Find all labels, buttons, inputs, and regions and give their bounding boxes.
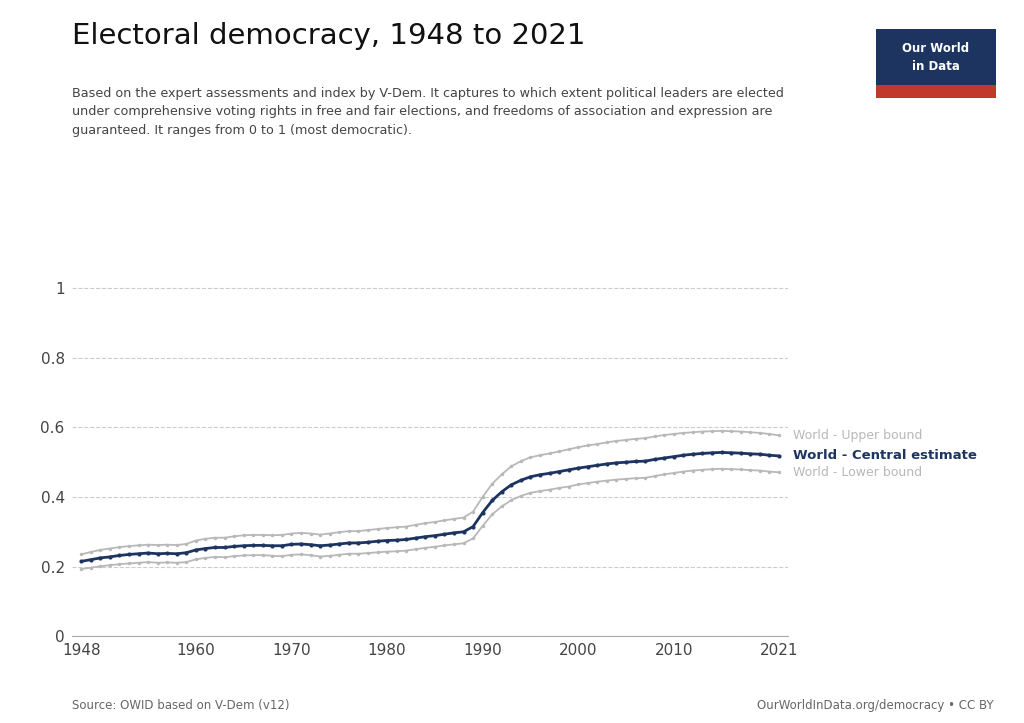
Text: in Data: in Data (912, 60, 959, 73)
Text: Electoral democracy, 1948 to 2021: Electoral democracy, 1948 to 2021 (72, 22, 585, 50)
Text: Based on the expert assessments and index by V-Dem. It captures to which extent : Based on the expert assessments and inde… (72, 87, 783, 137)
Text: World - Central estimate: World - Central estimate (794, 450, 977, 463)
Text: World - Lower bound: World - Lower bound (794, 466, 923, 479)
Text: Our World: Our World (902, 42, 970, 55)
Text: World - Upper bound: World - Upper bound (794, 429, 923, 442)
Text: Source: OWID based on V-Dem (v12): Source: OWID based on V-Dem (v12) (72, 699, 289, 712)
Text: OurWorldInData.org/democracy • CC BY: OurWorldInData.org/democracy • CC BY (757, 699, 993, 712)
